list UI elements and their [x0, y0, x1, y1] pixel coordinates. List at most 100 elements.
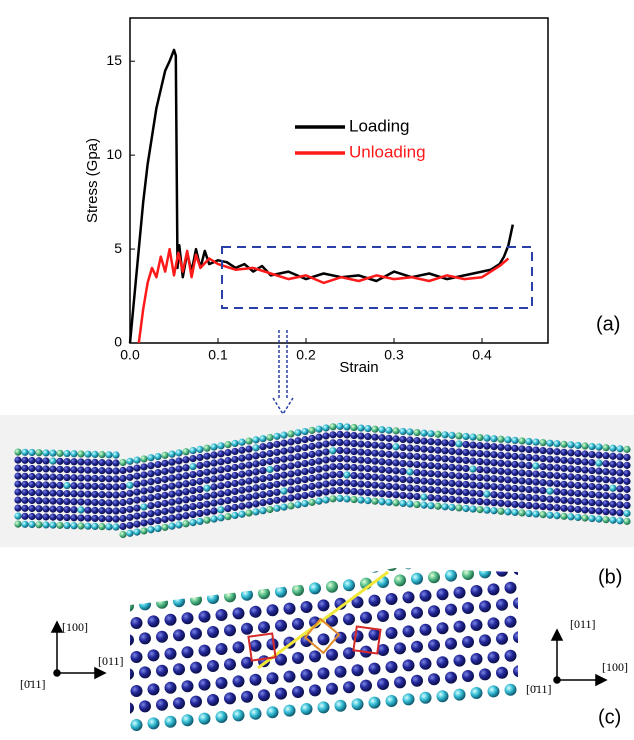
atoms-c: [130, 549, 518, 731]
atom: [504, 484, 512, 492]
atom: [130, 685, 143, 697]
atom: [84, 490, 92, 498]
atom: [511, 436, 519, 444]
atom: [329, 431, 337, 439]
atom: [147, 462, 155, 470]
atom: [154, 516, 162, 525]
atom: [336, 494, 344, 502]
atom: [91, 506, 99, 514]
atom: [241, 690, 253, 703]
direction-label: [011]: [98, 654, 124, 668]
atom: [453, 586, 466, 599]
atom: [266, 433, 274, 442]
atom: [84, 498, 92, 506]
atom: [98, 467, 106, 475]
atom: [292, 584, 304, 596]
atom: [413, 484, 421, 493]
atom: [139, 632, 151, 645]
atom: [326, 648, 338, 661]
atom: [504, 581, 517, 594]
atom: [343, 647, 355, 660]
atom: [371, 497, 379, 505]
direction-label: [100]: [62, 620, 88, 634]
plot-frame: [129, 17, 549, 344]
atom: [241, 555, 253, 567]
atom: [392, 475, 400, 483]
atom: [488, 549, 500, 561]
atom: [252, 492, 260, 500]
atom: [581, 442, 589, 450]
atom: [161, 459, 169, 467]
atom: [70, 450, 78, 458]
atom: [28, 504, 36, 513]
atom: [420, 445, 428, 453]
atom: [126, 513, 134, 521]
atom: [283, 602, 296, 615]
atom: [427, 446, 435, 454]
atom: [317, 701, 330, 714]
atom: [224, 457, 232, 465]
atom: [164, 613, 177, 626]
atom: [326, 682, 338, 695]
atom: [63, 465, 71, 474]
atom: [402, 693, 415, 706]
atom: [294, 477, 302, 485]
atom: [445, 671, 457, 684]
atom: [182, 504, 190, 512]
atom: [189, 486, 197, 495]
atom: [84, 514, 92, 522]
atom: [156, 568, 168, 575]
atom: [476, 434, 484, 442]
atom: [259, 435, 267, 443]
atom: [175, 497, 183, 505]
atom: [203, 452, 211, 460]
atom: [317, 599, 330, 612]
atom: [292, 618, 304, 630]
atom: [28, 448, 36, 457]
atom: [98, 475, 106, 483]
atom: [574, 465, 582, 474]
atom: [623, 469, 631, 477]
atom: [224, 568, 236, 569]
atom: [595, 443, 603, 451]
atom: [455, 440, 463, 448]
atom: [351, 630, 364, 643]
atom: [63, 481, 71, 490]
atom: [490, 491, 498, 499]
atom: [119, 522, 127, 531]
atom: [154, 452, 162, 461]
atom: [518, 501, 526, 509]
atom: [224, 489, 232, 497]
atom: [245, 493, 253, 501]
atom: [315, 425, 323, 433]
atom: [350, 423, 358, 432]
atom: [602, 492, 610, 500]
atom: [203, 500, 211, 508]
atom: [266, 672, 279, 685]
atom: [161, 475, 169, 483]
atom: [462, 448, 470, 457]
atom: [28, 488, 36, 497]
atom: [210, 475, 218, 483]
atom: [238, 502, 246, 510]
atom: [518, 493, 526, 501]
atom: [154, 460, 162, 469]
atom: [368, 662, 381, 675]
atom: [368, 568, 381, 573]
atom: [350, 495, 358, 504]
atom: [232, 607, 245, 620]
atom: [63, 513, 71, 522]
atom: [322, 488, 330, 496]
atom: [309, 684, 321, 697]
atom: [343, 455, 351, 463]
atom: [91, 482, 99, 490]
atom: [147, 615, 160, 628]
atom: [420, 453, 428, 461]
atom: [280, 495, 288, 503]
atom: [301, 483, 309, 492]
atom: [309, 582, 321, 595]
atom: [487, 685, 500, 698]
atom: [455, 504, 463, 512]
atom: [181, 612, 194, 625]
atom: [574, 457, 582, 466]
